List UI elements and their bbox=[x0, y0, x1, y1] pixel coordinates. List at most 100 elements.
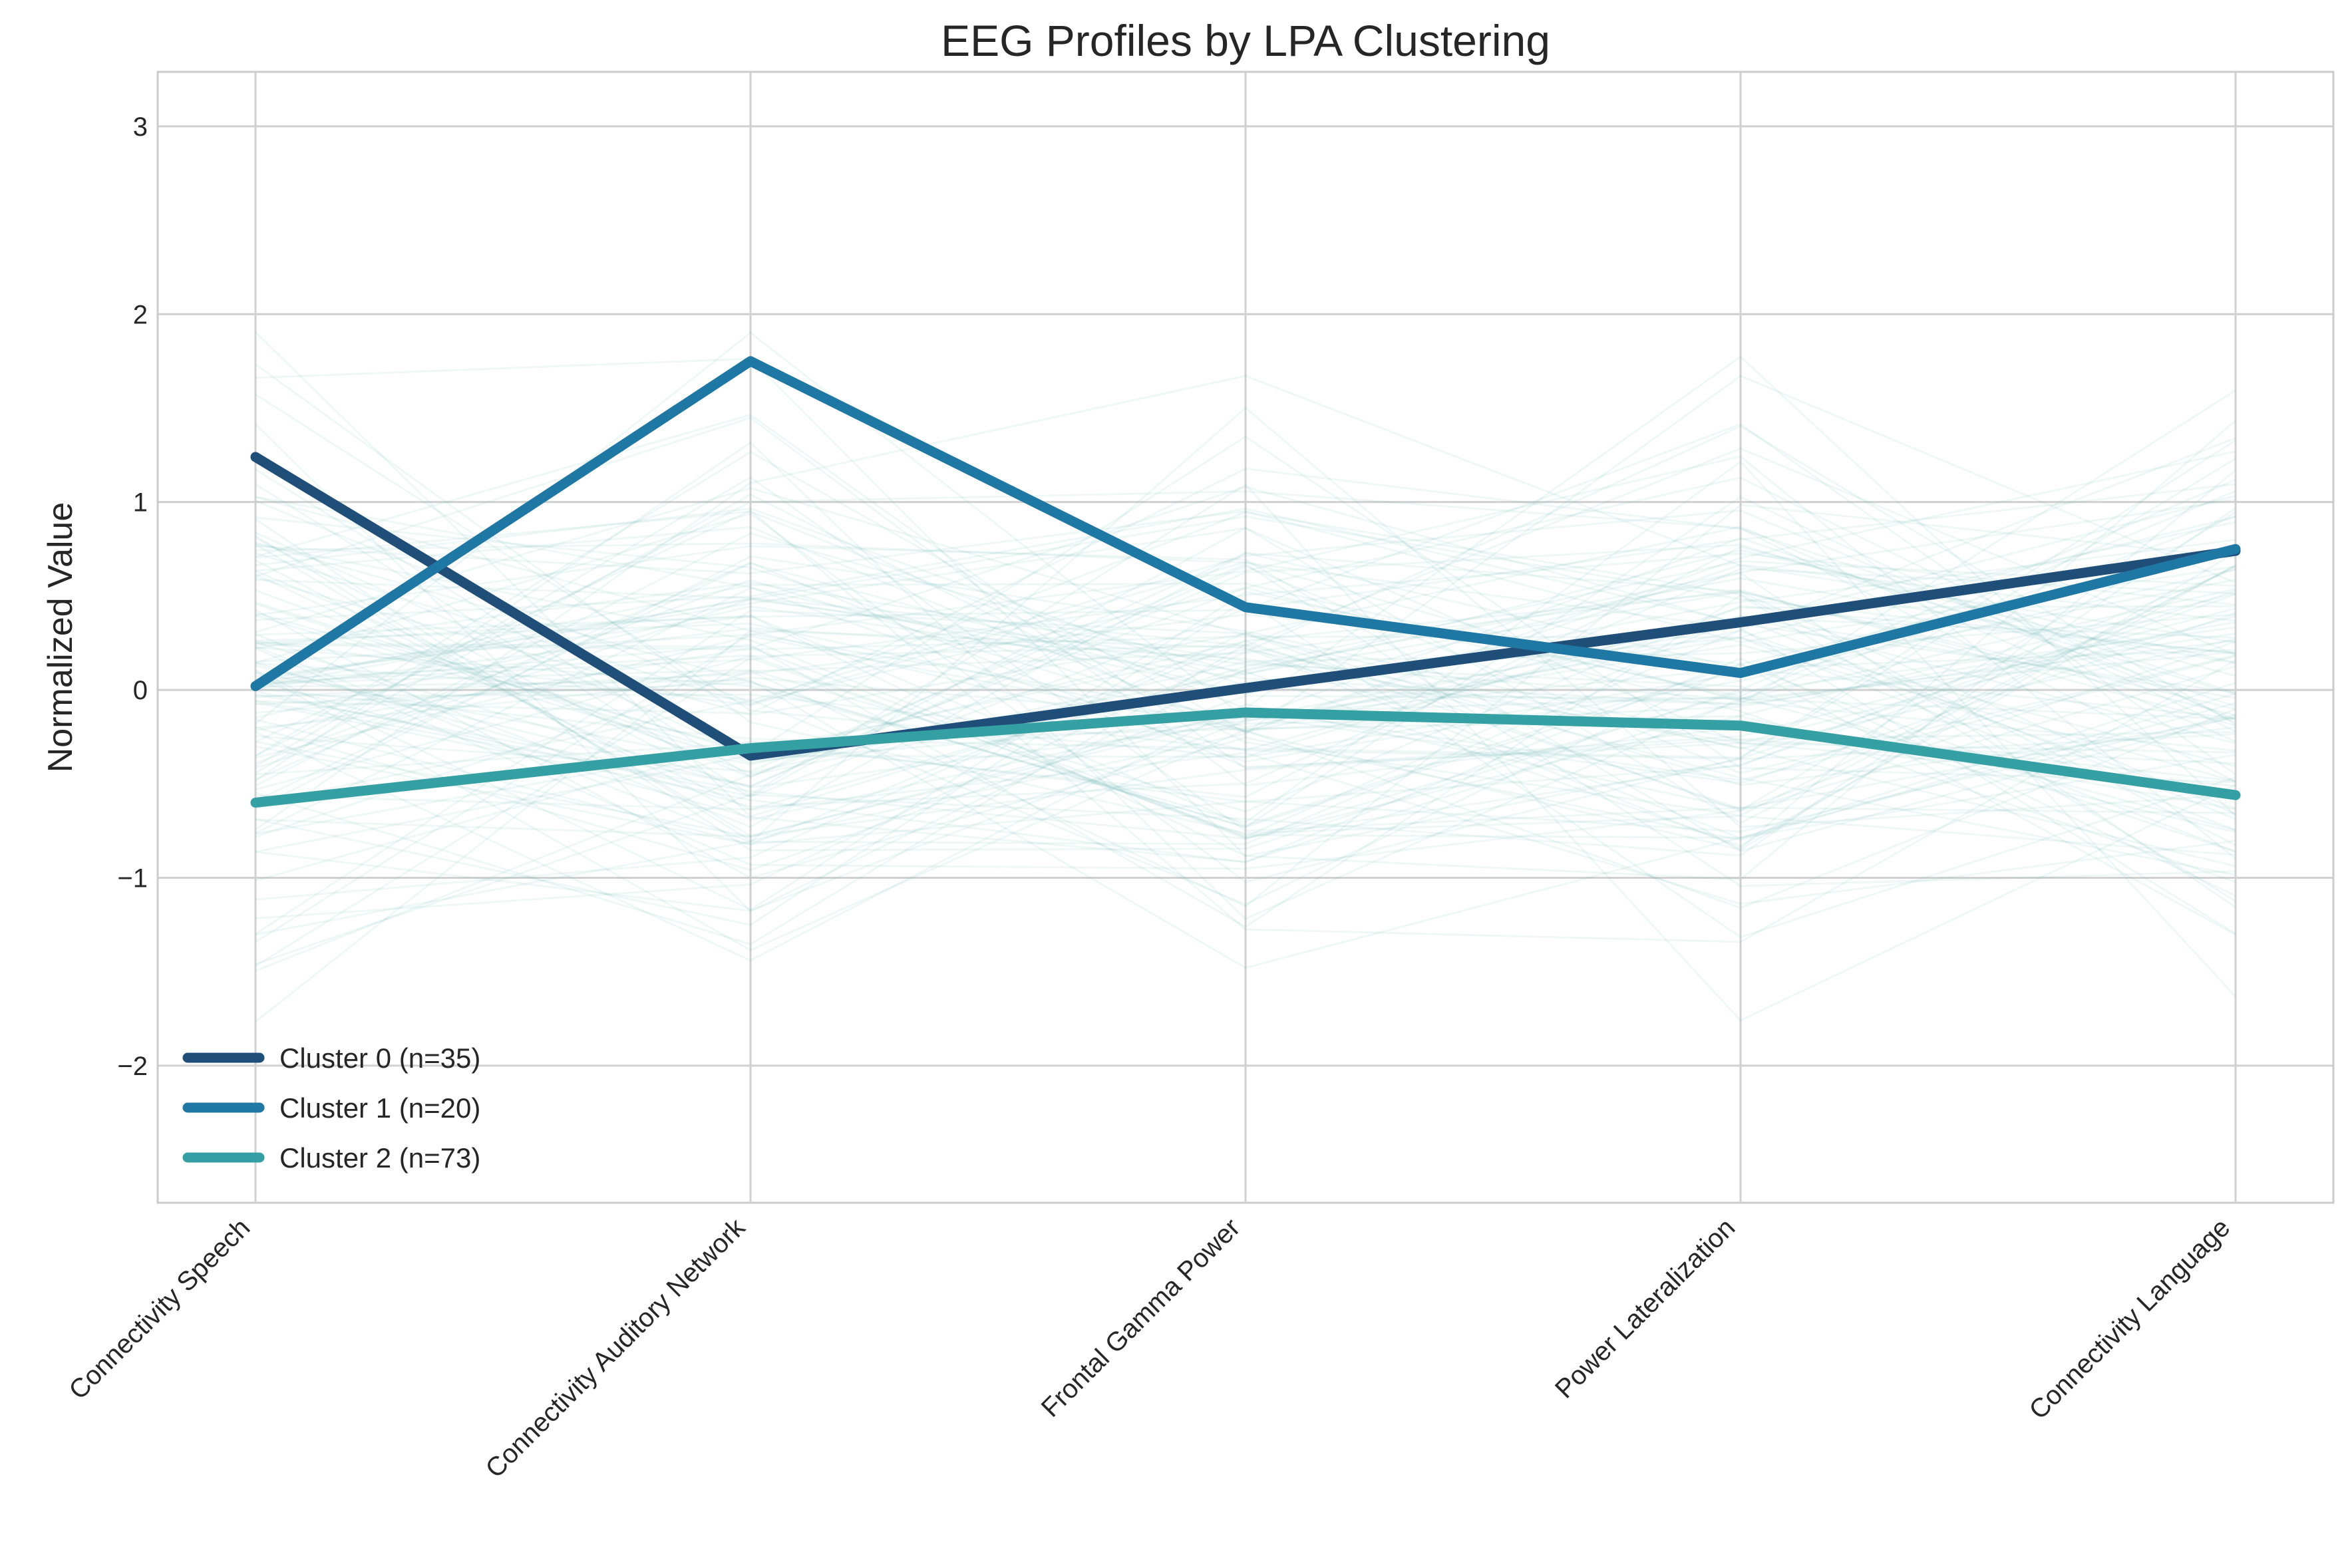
background-profile-line bbox=[255, 546, 2236, 835]
plot-frame bbox=[156, 71, 2335, 1204]
background-profile-line bbox=[255, 579, 2236, 840]
background-profile-line bbox=[255, 614, 2236, 936]
background-profile-line bbox=[255, 730, 2236, 838]
background-profile-line bbox=[255, 643, 2236, 912]
background-profile-line bbox=[255, 679, 2236, 969]
background-profile-line bbox=[255, 494, 2236, 625]
background-profile-line bbox=[255, 592, 2236, 840]
y-tick-label: −2 bbox=[117, 1052, 148, 1081]
background-profile-line bbox=[255, 562, 2236, 908]
background-profile-line bbox=[255, 375, 2236, 831]
background-profile-line bbox=[255, 498, 2236, 811]
background-profile-line bbox=[255, 509, 2236, 806]
background-profile-line bbox=[255, 651, 2236, 871]
background-profile-line bbox=[255, 425, 2236, 919]
background-profile-line bbox=[255, 565, 2236, 788]
y-tick-label: 2 bbox=[133, 300, 148, 329]
background-profile-line bbox=[255, 567, 2236, 882]
background-profile-line bbox=[255, 441, 2236, 921]
background-profile-line bbox=[255, 375, 2236, 842]
background-profile-line bbox=[254, 423, 2236, 913]
background-profile-line bbox=[255, 493, 2236, 817]
background-profile-line bbox=[255, 532, 2236, 758]
background-profile-line bbox=[255, 598, 2236, 853]
background-profile-line bbox=[255, 542, 2236, 935]
background-profile-line bbox=[255, 413, 2236, 770]
background-profile-line bbox=[255, 515, 2236, 774]
series-line-cluster-2 bbox=[250, 707, 2241, 808]
background-profile-line bbox=[255, 483, 2236, 1022]
background-profile-line bbox=[255, 455, 2236, 860]
background-profile-line bbox=[255, 582, 2236, 720]
background-profile-line bbox=[255, 467, 2236, 715]
background-profile-line bbox=[255, 621, 2236, 951]
background-profile-line bbox=[255, 510, 2236, 643]
background-profile-lines bbox=[254, 331, 2237, 1023]
legend-label: Cluster 2 (n=73) bbox=[279, 1142, 480, 1174]
background-profile-line bbox=[255, 450, 2236, 757]
legend-label: Cluster 0 (n=35) bbox=[279, 1042, 480, 1074]
series-line-cluster-0 bbox=[250, 452, 2241, 761]
background-profile-line bbox=[255, 450, 2236, 733]
legend-label: Cluster 1 (n=20) bbox=[279, 1092, 480, 1124]
background-profile-line bbox=[255, 611, 2236, 867]
y-axis-label: Normalized Value bbox=[41, 502, 80, 773]
background-profile-line bbox=[255, 496, 2236, 763]
y-tick-label: 0 bbox=[133, 676, 148, 705]
background-profile-line bbox=[255, 567, 2236, 808]
background-profile-line bbox=[255, 468, 2236, 883]
background-profile-line bbox=[255, 665, 2236, 834]
background-profile-line bbox=[255, 511, 2236, 870]
background-profile-line bbox=[255, 614, 2236, 752]
background-profile-line bbox=[255, 615, 2236, 744]
background-profile-line bbox=[255, 458, 2236, 883]
background-profile-line bbox=[255, 437, 2236, 936]
background-profile-line bbox=[255, 609, 2236, 935]
background-profile-line bbox=[255, 713, 2236, 846]
y-tick-label: 1 bbox=[133, 488, 148, 518]
background-profile-line bbox=[255, 439, 2236, 759]
background-profile-line bbox=[255, 657, 2236, 967]
background-profile-line bbox=[255, 615, 2236, 838]
series-lines bbox=[250, 356, 2241, 808]
background-profile-line bbox=[255, 478, 2236, 852]
background-profile-line bbox=[255, 631, 2236, 901]
background-profile-line bbox=[255, 613, 2236, 853]
background-profile-line bbox=[255, 629, 2236, 810]
background-profile-line bbox=[255, 487, 2236, 750]
background-profile-line bbox=[255, 476, 2236, 724]
background-profile-line bbox=[255, 581, 2236, 663]
background-profile-line bbox=[255, 539, 2236, 834]
background-profile-line bbox=[255, 469, 2236, 881]
background-profile-line bbox=[255, 543, 2236, 839]
background-profile-line bbox=[255, 703, 2236, 962]
background-profile-line bbox=[255, 435, 2236, 784]
background-profile-line bbox=[255, 561, 2236, 752]
background-profile-line bbox=[255, 447, 2236, 791]
background-profile-line bbox=[255, 363, 2236, 856]
background-profile-line bbox=[255, 532, 2236, 787]
background-profile-line bbox=[255, 622, 2236, 909]
background-profile-line bbox=[255, 603, 2236, 768]
background-profile-line bbox=[255, 419, 2236, 1023]
background-profile-line bbox=[255, 509, 2236, 943]
background-profile-line bbox=[255, 547, 2236, 906]
background-profile-line bbox=[255, 393, 2236, 758]
background-profile-line bbox=[255, 626, 2236, 840]
background-profile-line bbox=[255, 460, 2237, 997]
background-profile-line bbox=[255, 490, 2236, 783]
background-profile-line bbox=[255, 633, 2236, 943]
background-profile-line bbox=[255, 598, 2236, 939]
background-profile-line bbox=[255, 406, 2236, 844]
series-line-cluster-1 bbox=[250, 356, 2241, 691]
background-profile-line bbox=[255, 591, 2236, 816]
background-profile-line bbox=[255, 563, 2236, 887]
background-profile-line bbox=[255, 636, 2236, 972]
background-profile-line bbox=[255, 507, 2236, 965]
background-profile-line bbox=[255, 526, 2236, 824]
background-profile-line bbox=[255, 496, 2236, 760]
background-profile-line bbox=[255, 486, 2236, 732]
background-profile-line bbox=[255, 516, 2236, 728]
background-profile-line bbox=[255, 639, 2236, 863]
